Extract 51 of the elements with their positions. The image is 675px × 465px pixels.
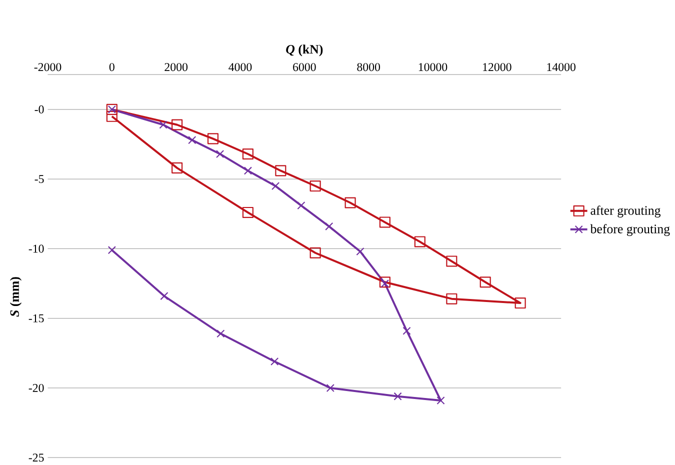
legend-label: after grouting xyxy=(590,206,661,218)
point xyxy=(446,256,458,267)
point xyxy=(106,110,118,122)
point xyxy=(216,330,225,338)
point xyxy=(480,276,491,288)
x-tick-label: 8000 xyxy=(357,63,380,72)
point xyxy=(436,396,445,405)
point xyxy=(271,182,280,190)
point xyxy=(514,298,526,309)
x-tick-label: 4000 xyxy=(228,63,252,72)
y-tick-label: -25 xyxy=(28,454,44,462)
legend-label: before grouting xyxy=(590,224,670,236)
x-tick-label: 14000 xyxy=(547,63,576,72)
x-tick-label: -2000 xyxy=(34,63,62,72)
point xyxy=(379,276,390,288)
point xyxy=(402,326,411,335)
point xyxy=(325,222,334,231)
point xyxy=(326,384,334,392)
point xyxy=(172,119,183,130)
point xyxy=(160,292,168,300)
point xyxy=(159,120,168,129)
y-tick-label: -5 xyxy=(34,175,44,184)
x-tick-label: 2000 xyxy=(164,63,188,72)
point xyxy=(310,247,321,258)
point xyxy=(108,246,116,254)
point xyxy=(207,133,218,144)
x-tick-label: 6000 xyxy=(293,63,316,72)
y-tick-label: -10 xyxy=(28,244,44,253)
y-axis-title: S (mm) xyxy=(10,277,22,317)
y-tick-label: -15 xyxy=(28,314,44,322)
point xyxy=(414,236,426,248)
point xyxy=(394,392,402,400)
point xyxy=(380,279,390,288)
x-axis-title: Q (kN) xyxy=(286,44,323,56)
point xyxy=(344,197,356,208)
x-tick-label: 12000 xyxy=(483,63,512,72)
point xyxy=(172,162,183,174)
point xyxy=(188,136,196,144)
point xyxy=(446,293,458,304)
x-tick-label: 10000 xyxy=(418,63,448,72)
point xyxy=(310,180,321,192)
y-tick-label: -20 xyxy=(28,384,44,392)
y-tick-label: -0 xyxy=(34,105,44,114)
point xyxy=(216,150,224,158)
point xyxy=(242,207,254,218)
point xyxy=(275,165,286,176)
point xyxy=(244,166,252,175)
point xyxy=(270,357,279,366)
x-tick-label: 0 xyxy=(109,63,114,72)
point xyxy=(242,148,254,160)
point xyxy=(379,216,390,228)
